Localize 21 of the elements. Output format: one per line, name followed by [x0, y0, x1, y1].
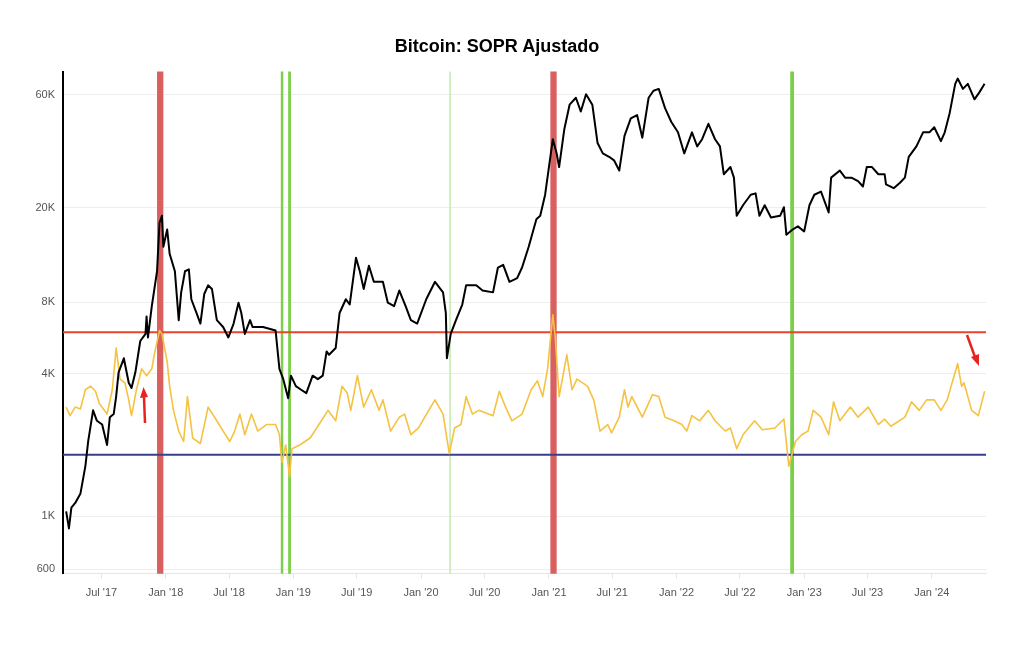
- x-tick-label: Jan '21: [531, 586, 567, 599]
- x-tick-label: Jan '22: [659, 586, 695, 599]
- x-tick-label: Jan '19: [275, 586, 311, 599]
- x-tick-label: Jul '17: [85, 586, 118, 599]
- y-tick-label: 60K: [35, 87, 56, 100]
- x-tick-label: Jan '20: [403, 586, 439, 599]
- x-tick-label: Jan '24: [914, 586, 950, 599]
- y-tick-label: 600: [36, 562, 55, 575]
- y-tick-label: 8K: [41, 295, 56, 308]
- x-tick-label: Jul '19: [340, 586, 373, 599]
- x-tick-label: Jul '18: [213, 586, 245, 599]
- x-tick-label: Jan '18: [148, 586, 184, 599]
- x-tick-label: Jul '21: [596, 586, 628, 599]
- x-tick-label: Jul '22: [724, 586, 756, 599]
- y-tick-label: 1K: [41, 509, 56, 522]
- x-tick-label: Jul '20: [468, 586, 501, 599]
- x-tick-label: Jul '23: [851, 586, 884, 599]
- x-tick-label: Jan '23: [786, 586, 822, 599]
- y-tick-label: 4K: [41, 366, 56, 379]
- chart-title: Bitcoin: SOPR Ajustado: [394, 35, 600, 56]
- y-tick-label: 20K: [35, 200, 56, 213]
